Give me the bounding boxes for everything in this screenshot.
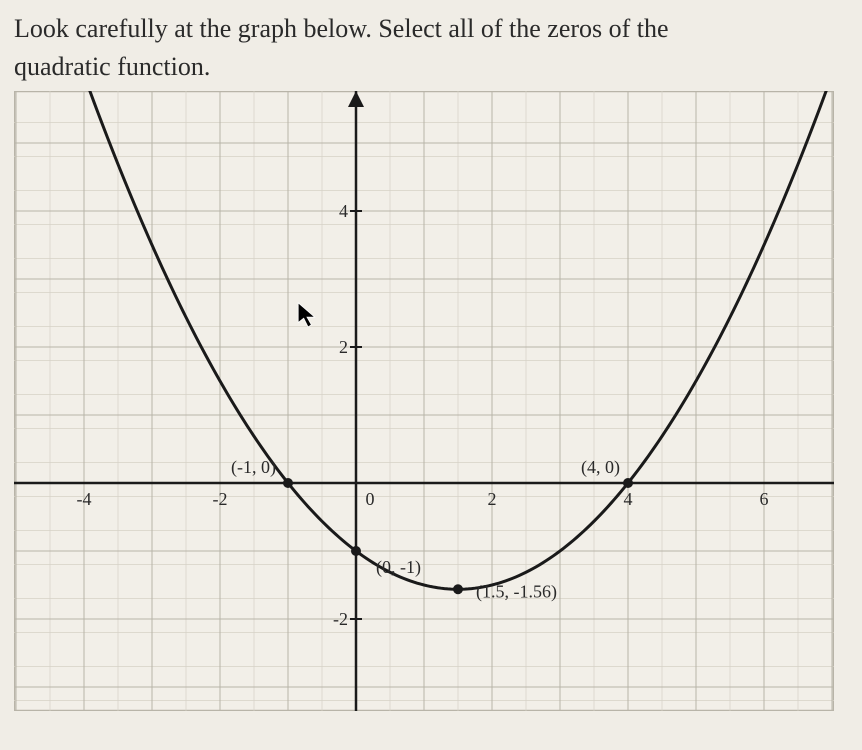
svg-text:6: 6 xyxy=(760,489,769,509)
svg-text:2: 2 xyxy=(339,337,348,357)
svg-text:(0, -1): (0, -1) xyxy=(376,557,421,578)
worksheet-page: Look carefully at the graph below. Selec… xyxy=(0,0,862,750)
svg-text:4: 4 xyxy=(624,489,633,509)
svg-text:2: 2 xyxy=(488,489,497,509)
svg-text:-2: -2 xyxy=(333,609,348,629)
svg-text:(-1, 0): (-1, 0) xyxy=(231,457,276,478)
svg-text:(4, 0): (4, 0) xyxy=(581,457,620,478)
svg-text:-2: -2 xyxy=(213,489,228,509)
question-line2: quadratic function. xyxy=(14,52,210,81)
quadratic-graph[interactable]: -4 -2 0 2 4 6 -2 2 4 (-1, 0) (4, 0) (0, -1) (1.5, -1… xyxy=(14,91,834,711)
svg-text:0: 0 xyxy=(366,489,375,509)
graph-container: -4 -2 0 2 4 6 -2 2 4 (-1, 0) (4, 0) (0, -1) (1.5, -1… xyxy=(14,91,848,711)
svg-text:(1.5, -1.56): (1.5, -1.56) xyxy=(476,582,557,603)
question-line1: Look carefully at the graph below. Selec… xyxy=(14,14,669,43)
svg-text:4: 4 xyxy=(339,201,348,221)
svg-text:-4: -4 xyxy=(77,489,92,509)
question-text: Look carefully at the graph below. Selec… xyxy=(14,10,848,85)
